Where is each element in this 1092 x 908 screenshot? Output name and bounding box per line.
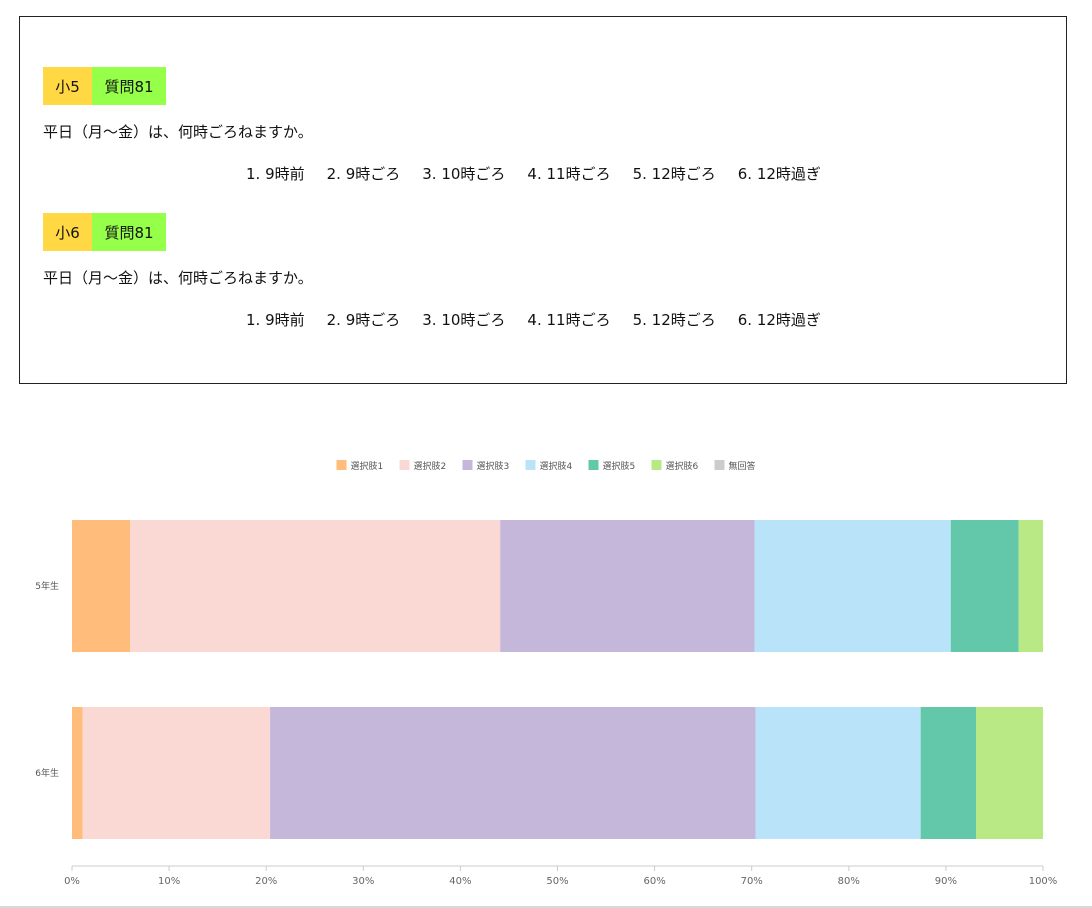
x-tick-label: 60%	[643, 876, 665, 887]
choice-item: 4. 11時ごろ	[527, 311, 611, 329]
legend-item: 選択肢2	[399, 460, 447, 472]
category-label: 5年生	[35, 580, 59, 592]
bar-segment	[130, 520, 501, 652]
choice-item: 3. 10時ごろ	[422, 311, 506, 329]
choice-list: 1. 9時前 2. 9時ごろ 3. 10時ごろ 4. 11時ごろ 5. 12時ご…	[246, 309, 821, 330]
question-block-grade6: 小6 質問81 平日（月～金）は、何時ごろねますか。 1. 9時前 2. 9時ご…	[43, 213, 1043, 329]
legend-label: 選択肢3	[477, 460, 510, 472]
x-tick-label: 20%	[255, 876, 277, 887]
legend-swatch	[399, 460, 410, 470]
x-tick-label: 40%	[449, 876, 471, 887]
legend-item: 選択肢6	[651, 460, 699, 472]
question-block-grade5: 小5 質問81 平日（月～金）は、何時ごろねますか。 1. 9時前 2. 9時ご…	[43, 67, 1043, 183]
bar-segment	[500, 520, 755, 652]
question-number-tag: 質問81	[92, 213, 166, 251]
question-box: 小5 質問81 平日（月～金）は、何時ごろねますか。 1. 9時前 2. 9時ご…	[19, 16, 1067, 384]
legend-label: 選択肢4	[540, 460, 573, 472]
legend-swatch	[336, 460, 347, 470]
question-number-tag: 質問81	[92, 67, 166, 105]
choice-item: 4. 11時ごろ	[527, 165, 611, 183]
legend-swatch	[462, 460, 473, 470]
x-tick-label: 80%	[838, 876, 860, 887]
legend-item: 選択肢1	[336, 460, 384, 472]
question-tags: 小6 質問81	[43, 213, 1043, 251]
bar-segment	[1018, 520, 1043, 652]
legend-label: 選択肢2	[414, 460, 447, 472]
legend-item: 選択肢3	[462, 460, 510, 472]
bar-segment	[754, 520, 951, 652]
legend-swatch	[525, 460, 536, 470]
legend-label: 選択肢1	[351, 460, 384, 472]
choice-item: 1. 9時前	[246, 311, 305, 329]
choice-item: 6. 12時過ぎ	[737, 165, 821, 183]
choice-list: 1. 9時前 2. 9時ごろ 3. 10時ごろ 4. 11時ごろ 5. 12時ご…	[246, 163, 821, 184]
question-text: 平日（月～金）は、何時ごろねますか。	[43, 269, 313, 287]
legend-swatch	[588, 460, 599, 470]
bar-segment	[950, 520, 1019, 652]
choice-item: 5. 12時ごろ	[632, 165, 716, 183]
grade-tag: 小5	[43, 67, 92, 105]
x-tick-label: 10%	[158, 876, 180, 887]
choice-item: 5. 12時ごろ	[632, 311, 716, 329]
legend-item: 選択肢5	[588, 460, 636, 472]
legend-item: 無回答	[714, 460, 756, 472]
grade-tag: 小6	[43, 213, 92, 251]
bar-segment	[82, 707, 271, 839]
x-tick-label: 90%	[935, 876, 957, 887]
x-tick-label: 100%	[1029, 876, 1058, 887]
x-tick-label: 50%	[546, 876, 568, 887]
legend-label: 選択肢5	[603, 460, 636, 472]
choice-item: 6. 12時過ぎ	[737, 311, 821, 329]
stacked-bar-chart: 選択肢1 選択肢2 選択肢3 選択肢4 選択肢5 選択肢6 無回答 5年生 6年生 0% 10% 20…	[35, 460, 1058, 887]
legend-swatch	[651, 460, 662, 470]
x-tick-label: 0%	[64, 876, 80, 887]
legend-label: 選択肢6	[666, 460, 699, 472]
question-text: 平日（月～金）は、何時ごろねますか。	[43, 123, 313, 141]
bar-segment	[270, 707, 756, 839]
category-label: 6年生	[35, 767, 59, 779]
choice-item: 3. 10時ごろ	[422, 165, 506, 183]
x-tick-label: 70%	[741, 876, 763, 887]
legend-item: 選択肢4	[525, 460, 573, 472]
bar-segment	[72, 520, 131, 652]
bar-segment	[976, 707, 1043, 839]
legend-swatch	[714, 460, 725, 470]
page-bottom-divider	[0, 906, 1092, 908]
choice-item: 1. 9時前	[246, 165, 305, 183]
choice-item: 2. 9時ごろ	[326, 165, 401, 183]
question-tags: 小5 質問81	[43, 67, 1043, 105]
x-tick-label: 30%	[352, 876, 374, 887]
bar-segment	[72, 707, 83, 839]
bar-segment	[920, 707, 977, 839]
choice-item: 2. 9時ごろ	[326, 311, 401, 329]
legend-label: 無回答	[729, 460, 756, 472]
bar-segment	[755, 707, 921, 839]
